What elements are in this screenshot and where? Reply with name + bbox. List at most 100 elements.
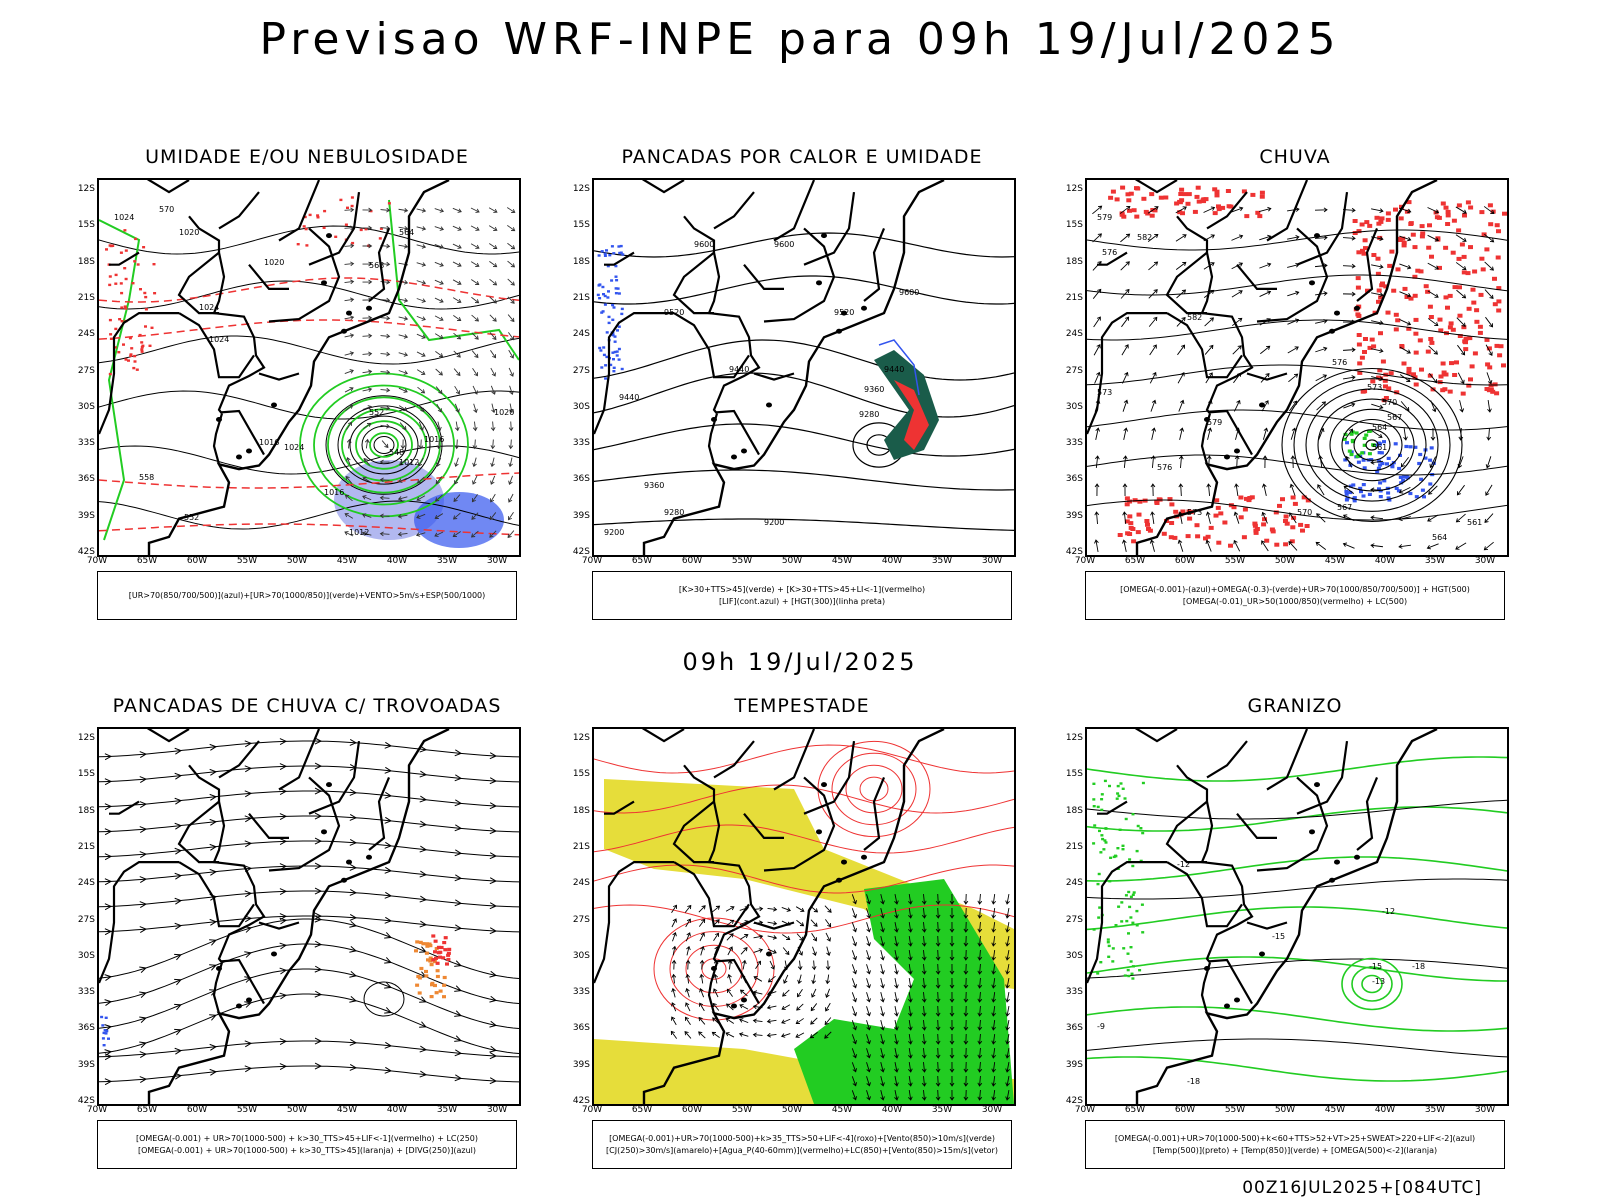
lon-label: 40W bbox=[386, 1105, 408, 1115]
contour-label: 576 bbox=[1157, 463, 1172, 472]
lat-label: 18S bbox=[77, 805, 95, 816]
contour-label: 567 bbox=[1387, 413, 1402, 422]
lon-label: 30W bbox=[1474, 1105, 1496, 1115]
lon-label: 35W bbox=[931, 1105, 953, 1115]
contour-label: 573 bbox=[1097, 388, 1112, 397]
lat-label: 42S bbox=[77, 547, 95, 557]
lon-label: 55W bbox=[1224, 1105, 1246, 1115]
lon-label: 50W bbox=[286, 1105, 308, 1115]
lat-label: 27S bbox=[77, 365, 95, 376]
lon-label: 65W bbox=[1124, 1105, 1146, 1115]
lon-label: 50W bbox=[1274, 556, 1296, 566]
lon-label: 65W bbox=[136, 556, 158, 566]
lon-label: 50W bbox=[1274, 1105, 1296, 1115]
contour-label: 579 bbox=[1097, 213, 1112, 222]
contour-label: 9600 bbox=[774, 240, 794, 249]
lat-label: 18S bbox=[572, 805, 590, 816]
contour-label: 9600 bbox=[899, 288, 919, 297]
lat-label: 33S bbox=[77, 987, 95, 998]
lon-label: 65W bbox=[631, 1105, 653, 1115]
lon-label: 45W bbox=[831, 556, 853, 566]
contour-label: -15 bbox=[1369, 962, 1382, 971]
contour-label: 570 bbox=[159, 205, 174, 214]
contour-label: -12 bbox=[1382, 907, 1395, 916]
contour-label: -12 bbox=[1177, 860, 1190, 869]
legend-line: [OMEGA(-0.001) + UR>70(1000-500) + k>30_… bbox=[137, 1145, 477, 1155]
panel-1-legend: [UR>70(850/700/500)](azul)+[UR>70(1000/8… bbox=[97, 571, 517, 620]
lat-label: 27S bbox=[572, 914, 590, 925]
lon-label: 50W bbox=[286, 556, 308, 566]
lon-label: 45W bbox=[336, 556, 358, 566]
lat-label: 24S bbox=[1065, 329, 1083, 340]
lon-label: 70W bbox=[86, 556, 108, 566]
legend-line: [OMEGA(-0.01)_UR>50(1000/850)(vermelho) … bbox=[1182, 596, 1408, 606]
contour-label: -18 bbox=[1187, 1077, 1200, 1086]
lat-label: 21S bbox=[77, 841, 95, 852]
lon-label: 55W bbox=[731, 1105, 753, 1115]
lat-label: 39S bbox=[572, 510, 590, 521]
lon-label: 50W bbox=[781, 556, 803, 566]
panel-5-legend: [OMEGA(-0.001)+UR>70(1000-500)+k>35_TTS>… bbox=[592, 1120, 1012, 1169]
panel-2-map-canvas: 9600 9600 9520 9520 9600 9440 9440 9360 9280 9440… bbox=[594, 180, 1014, 555]
legend-line: [Temp(500)](preto) + [Temp(850)](verde) … bbox=[1152, 1145, 1438, 1155]
legend-line: [LIF](cont.azul) + [HGT(300)](linha pret… bbox=[718, 596, 886, 606]
contour-label: 576 bbox=[1102, 248, 1117, 257]
lat-label: 27S bbox=[77, 914, 95, 925]
lat-label: 21S bbox=[77, 292, 95, 303]
legend-line: [OMEGA(-0.001)+UR>70(1000-500)+k<60+TTS>… bbox=[1114, 1133, 1476, 1143]
lat-label: 33S bbox=[572, 438, 590, 449]
contour-label: 561 bbox=[1372, 443, 1387, 452]
legend-line: [OMEGA(-0.001)+UR>70(1000-500)+k>35_TTS>… bbox=[609, 1133, 995, 1143]
lat-label: 24S bbox=[77, 329, 95, 340]
lat-label: 21S bbox=[1065, 841, 1083, 852]
lon-label: 55W bbox=[236, 556, 258, 566]
lat-label: 18S bbox=[572, 256, 590, 267]
lat-label: 30S bbox=[77, 950, 95, 961]
lon-label: 30W bbox=[981, 556, 1003, 566]
lat-label: 42S bbox=[572, 547, 590, 557]
lon-label: 65W bbox=[136, 1105, 158, 1115]
contour-label: 548 bbox=[389, 448, 404, 457]
lon-label: 35W bbox=[436, 1105, 458, 1115]
lon-label: 70W bbox=[1074, 556, 1096, 566]
contour-label: 1024 bbox=[209, 335, 229, 344]
main-title: Previsao WRF-INPE para 09h 19/Jul/2025 bbox=[259, 14, 1341, 65]
contour-label: -13 bbox=[1372, 977, 1385, 986]
lat-label: 15S bbox=[1065, 220, 1083, 231]
contour-label: 582 bbox=[1137, 233, 1152, 242]
lon-label: 70W bbox=[581, 556, 603, 566]
contour-label: 561 bbox=[1467, 518, 1482, 527]
lon-label: 50W bbox=[781, 1105, 803, 1115]
lon-label: 35W bbox=[931, 556, 953, 566]
lat-label: 24S bbox=[572, 329, 590, 340]
lon-label: 60W bbox=[186, 556, 208, 566]
contour-label: 9360 bbox=[644, 481, 664, 490]
contour-label: 564 bbox=[399, 228, 414, 237]
lat-label: 30S bbox=[77, 401, 95, 412]
contour-label: 570 bbox=[1382, 398, 1397, 407]
lon-label: 55W bbox=[236, 1105, 258, 1115]
contour-label: 9280 bbox=[664, 508, 684, 517]
lat-label: 24S bbox=[77, 878, 95, 889]
lon-label: 60W bbox=[681, 556, 703, 566]
legend-line: [UR>70(850/700/500)](azul)+[UR>70(1000/8… bbox=[128, 590, 486, 600]
contour-label: 9440 bbox=[884, 365, 904, 374]
lat-label: 36S bbox=[77, 1023, 95, 1034]
legend-line: [K>30+TTS>45](verde) + [K>30+TTS>45+LI<-… bbox=[678, 584, 926, 594]
lon-label: 60W bbox=[1174, 556, 1196, 566]
lat-label: 33S bbox=[77, 438, 95, 449]
lat-label: 12S bbox=[77, 733, 95, 744]
contour-label: 1016 bbox=[324, 488, 344, 497]
legend-line: [CJ(250)>30m/s](amarelo)+[Agua_P(40-60mm… bbox=[606, 1145, 998, 1155]
lon-label: 30W bbox=[486, 1105, 508, 1115]
contour-label: 564 bbox=[1372, 423, 1387, 432]
contour-label: -15 bbox=[1272, 932, 1285, 941]
lon-label: 45W bbox=[336, 1105, 358, 1115]
lon-label: 40W bbox=[881, 1105, 903, 1115]
contour-label: 573 bbox=[1187, 508, 1202, 517]
lon-label: 35W bbox=[436, 556, 458, 566]
lat-label: 12S bbox=[1065, 733, 1083, 744]
lon-label: 45W bbox=[831, 1105, 853, 1115]
lat-label: 33S bbox=[572, 987, 590, 998]
